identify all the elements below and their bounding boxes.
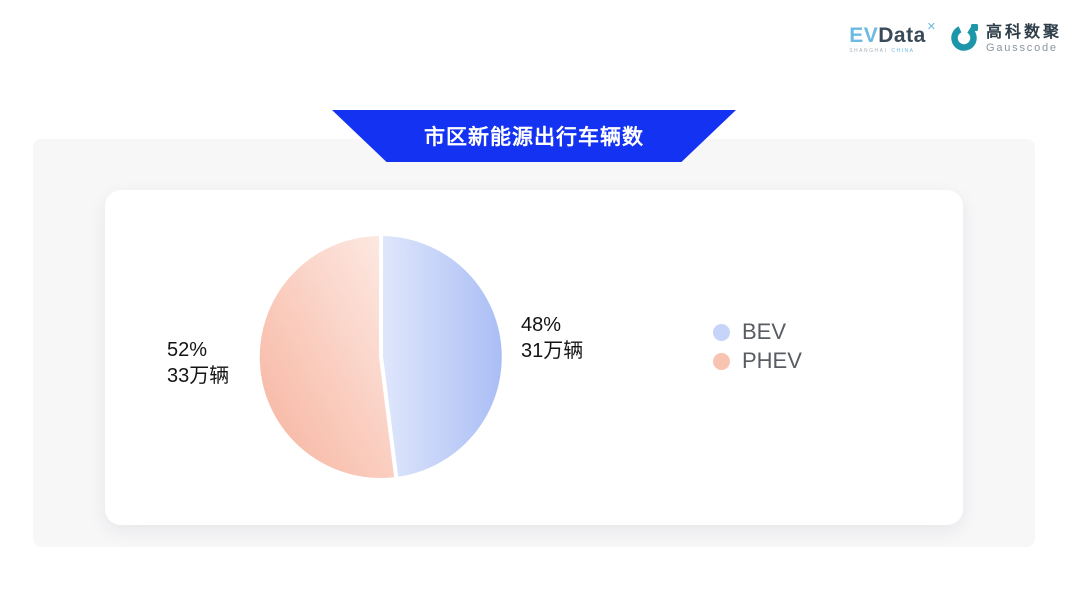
evdata-logo: EV Data ✕ SHANGHAI CHINA xyxy=(849,21,936,54)
gausscode-logo: 高科数聚 Gausscode xyxy=(950,22,1062,57)
gausscode-name-en: Gausscode xyxy=(985,42,1058,54)
gausscode-name-cn: 高科数聚 xyxy=(985,24,1062,41)
pie-slice-bev[interactable] xyxy=(379,232,506,481)
chart-card: 48% 31万辆 52% 33万辆 BEV PHEV xyxy=(105,190,963,525)
gausscode-text: 高科数聚 Gausscode xyxy=(986,25,1062,54)
pie-label-bev-value: 31万辆 xyxy=(521,340,584,362)
pie-slice-phev[interactable] xyxy=(255,231,399,482)
legend-item-phev[interactable]: PHEV xyxy=(713,348,802,374)
evdata-tagline-left: SHANGHAI xyxy=(849,48,888,54)
pie-label-phev-pct: 52% xyxy=(167,339,208,361)
x-mark-icon: ✕ xyxy=(926,21,936,33)
brand-area: EV Data ✕ SHANGHAI CHINA 高科数聚 Gausscode xyxy=(849,22,1062,57)
pie-chart xyxy=(251,227,511,487)
pie-label-bev: 48% 31万辆 xyxy=(521,312,583,364)
legend-item-bev[interactable]: BEV xyxy=(713,319,802,345)
evdata-wordmark-data: Data xyxy=(878,24,926,47)
legend-dot-bev xyxy=(713,323,730,341)
g-ring-icon xyxy=(950,22,980,57)
evdata-wordmark: EV Data ✕ xyxy=(849,21,936,47)
pie-label-phev-value: 33万辆 xyxy=(167,365,230,387)
evdata-tagline: SHANGHAI CHINA xyxy=(849,49,936,54)
legend-dot-phev xyxy=(713,352,730,370)
legend-label-phev: PHEV xyxy=(742,348,802,373)
chart-title-banner: 市区新能源出行车辆数 xyxy=(332,110,736,162)
pie-label-bev-pct: 48% xyxy=(521,314,562,336)
evdata-wordmark-ev: EV xyxy=(849,24,879,47)
legend-label-bev: BEV xyxy=(742,319,787,344)
chart-legend: BEV PHEV xyxy=(713,319,802,374)
chart-title: 市区新能源出行车辆数 xyxy=(424,126,644,149)
pie-label-phev: 52% 33万辆 xyxy=(167,337,229,389)
evdata-tagline-right: CHINA xyxy=(891,48,915,54)
